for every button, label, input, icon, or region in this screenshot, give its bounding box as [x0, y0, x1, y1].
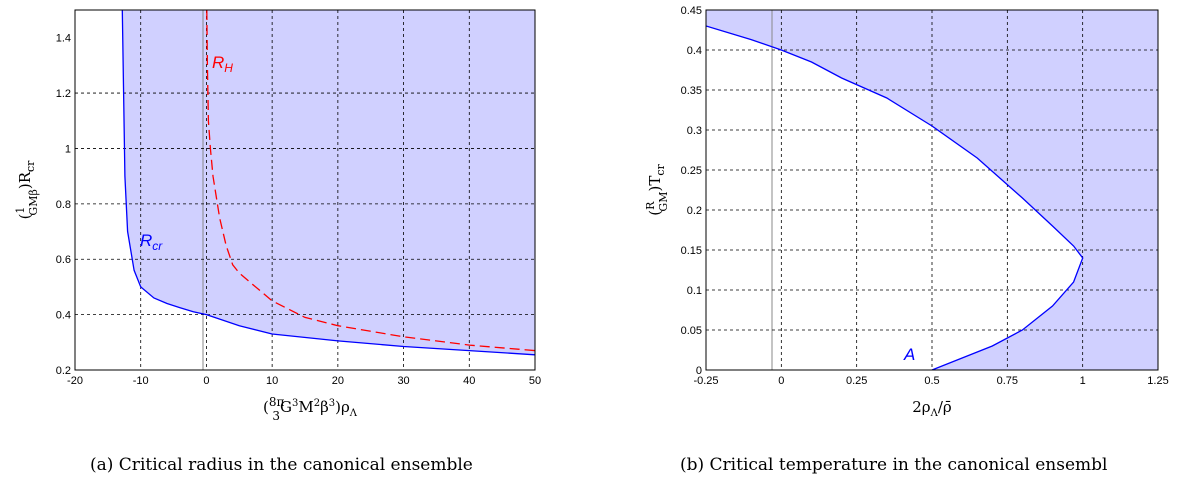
grid-a [75, 10, 535, 370]
b-x-tick-label: 1 [1080, 375, 1086, 387]
a-x-tick-label: -20 [67, 375, 83, 387]
b-x-tick-label: 0 [778, 375, 784, 387]
annotation-a: A [903, 345, 915, 364]
x-tick-labels-a: -20 -10 0 10 20 30 40 50 [67, 375, 541, 387]
y-axis-label-b: (RGM)Tcr [644, 164, 670, 216]
a-y-tick-label: 0.4 [56, 310, 71, 322]
x-axis-label-b: 2ρΛ/ρ̄ [912, 398, 952, 419]
a-y-tick-label: 0.2 [56, 365, 71, 377]
b-y-tick-label: 0.45 [681, 5, 702, 17]
chart-a: -20 -10 0 10 20 30 40 50 0.20.40.60.811.21.4 RH… [14, 9, 541, 475]
b-x-tick-label: 1.25 [1147, 375, 1168, 387]
r-cr-curve [121, 10, 535, 356]
caption-b: (b) Critical temperature in the canonica… [680, 455, 1107, 475]
a-x-tick-label: 20 [332, 375, 344, 387]
a-x-tick-label: 10 [266, 375, 278, 387]
b-y-tick-label: 0.2 [687, 205, 702, 217]
b-y-tick-label: 0.3 [687, 125, 702, 137]
svg-text:(1GMβ)Rcr: (1GMβ)Rcr [14, 160, 40, 220]
r-cr-shaded-region [122, 10, 535, 355]
grid-b [706, 10, 1158, 370]
caption-a: (a) Critical radius in the canonical ens… [90, 455, 473, 475]
r-h-curve [206, 10, 535, 352]
a-y-tick-label: 0.6 [56, 254, 71, 266]
svg-text:(RGM)Tcr: (RGM)Tcr [644, 164, 670, 216]
b-x-tick-label: 0.75 [997, 375, 1018, 387]
b-x-tick-label: 0.5 [924, 375, 939, 387]
a-y-tick-label: 0.8 [56, 199, 71, 211]
axes-frame-a [74, 9, 536, 371]
b-y-tick-label: 0.1 [687, 285, 702, 297]
t-cr-shaded-region [706, 10, 1158, 370]
y-axis-label-a: (1GMβ)Rcr [14, 160, 40, 220]
chart-b: -0.25 0 0.25 0.5 0.75 1 1.25 00.050.10.150.20.… [644, 5, 1169, 475]
svg-text:2ρΛ/ρ̄: 2ρΛ/ρ̄ [912, 398, 952, 419]
b-x-tick-label: 0.25 [846, 375, 867, 387]
t-cr-curve [706, 25, 1084, 370]
axes-frame-b [705, 9, 1159, 371]
y-tick-labels-a: 0.2 0.4 0.6 0.8 1 1.2 1.4 [56, 33, 71, 377]
b-y-tick-label: 0.15 [681, 245, 702, 257]
b-y-tick-label: 0.35 [681, 85, 702, 97]
a-x-tick-label: -10 [133, 375, 149, 387]
x-axis-label-a: (8π 3G3M2β3)ρΛ [263, 395, 358, 423]
b-y-tick-label: 0.4 [687, 45, 702, 57]
b-x-tick-label: -0.25 [693, 375, 718, 387]
a-y-tick-label: 1.2 [56, 88, 71, 100]
x-tick-labels-b: -0.25 0 0.25 0.5 0.75 1 1.25 [693, 375, 1168, 387]
y-tick-labels-b: 0 0.05 0.1 0.15 0.2 0.25 0.3 0.35 0.4 0.45 [681, 5, 702, 377]
a-x-tick-label: 0 [203, 375, 209, 387]
a-x-tick-label: 40 [463, 375, 475, 387]
a-y-tick-label: 1.4 [56, 33, 71, 45]
a-x-tick-label: 50 [529, 375, 541, 387]
a-x-tick-label: 30 [397, 375, 409, 387]
b-y-tick-label: 0 [696, 365, 702, 377]
b-y-tick-label: 0.25 [681, 165, 702, 177]
b-y-tick-label: 0.05 [681, 325, 702, 337]
a-y-tick-label: 1 [65, 143, 71, 155]
